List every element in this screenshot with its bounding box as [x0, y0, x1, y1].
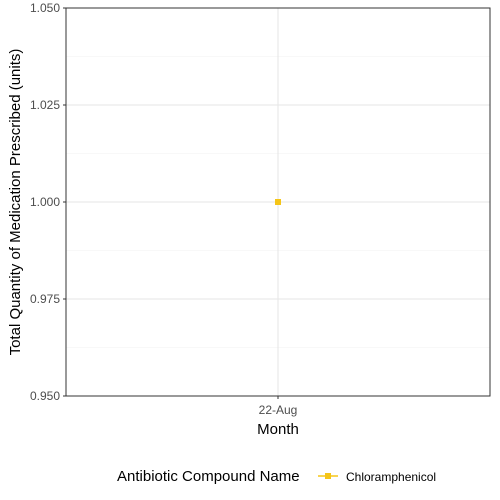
y-axis-title: Total Quantity of Medication Prescribed …: [7, 49, 24, 356]
legend-key-chloramphenicol: [318, 473, 338, 479]
y-tick-label: 1.000: [30, 195, 60, 209]
x-axis-title: Month: [257, 421, 299, 438]
series-layer: [275, 199, 281, 205]
y-tick-label: 1.050: [30, 1, 60, 15]
y-tick-label: 1.025: [30, 98, 60, 112]
x-tick-label: 22-Aug: [259, 403, 298, 417]
y-tick-label: 0.950: [30, 389, 60, 403]
legend-key-marker: [325, 473, 331, 479]
y-axis: 0.950 0.975 1.000 1.025 1.050: [30, 1, 66, 403]
data-point: [275, 199, 281, 205]
legend: Antibiotic Compound Name Chloramphenicol: [117, 468, 436, 485]
x-axis: 22-Aug: [259, 396, 298, 417]
legend-label: Chloramphenicol: [346, 470, 436, 484]
y-tick-label: 0.975: [30, 292, 60, 306]
legend-title: Antibiotic Compound Name: [117, 468, 300, 485]
